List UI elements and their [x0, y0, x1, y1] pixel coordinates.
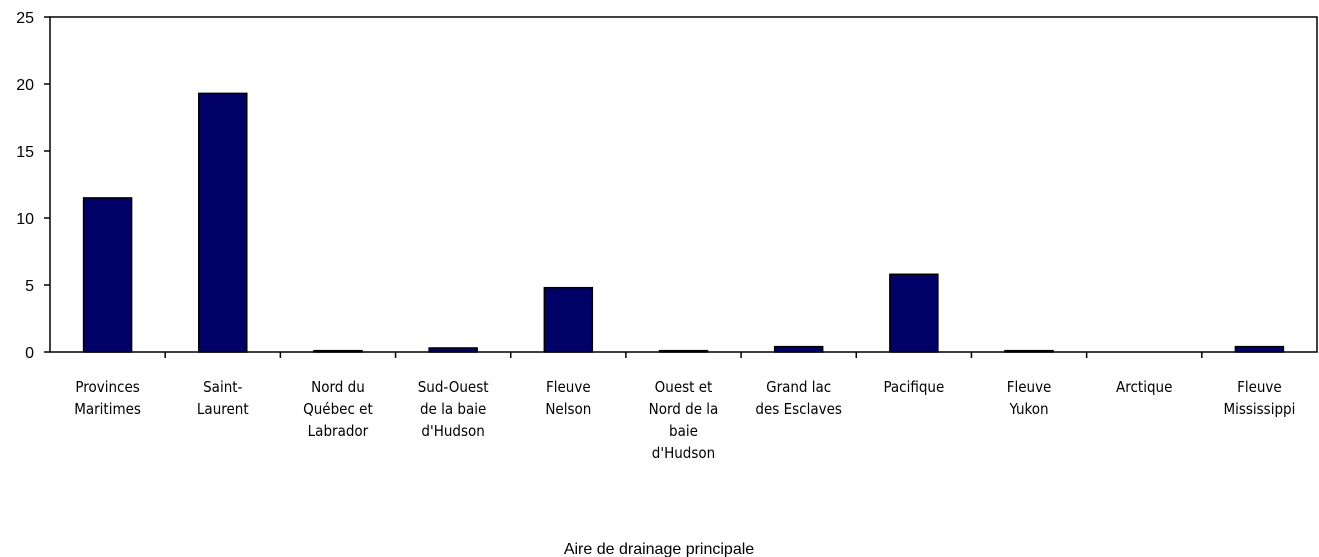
bar: [313, 349, 363, 353]
bar: [1004, 349, 1054, 353]
x-tick-label: Nord du Québec et Labrador: [303, 378, 373, 440]
x-tick-label: Provinces Maritimes: [74, 378, 141, 418]
y-tick-label: 20: [16, 77, 34, 94]
y-tick-label: 10: [16, 211, 34, 228]
x-tick-label-line: Fleuve: [1007, 378, 1052, 396]
bar: [773, 345, 824, 353]
x-tick-label: Arctique: [1116, 378, 1172, 396]
x-axis-title: Aire de drainage principale: [564, 541, 754, 557]
x-tick-label-line: Fleuve: [546, 378, 591, 396]
x-tick-label: Fleuve Yukon: [1007, 378, 1052, 418]
x-tick-label-line: Laurent: [197, 400, 249, 418]
x-tick-label-line: Nelson: [545, 400, 591, 418]
bar: [428, 347, 478, 353]
bar: [543, 286, 594, 353]
y-tick-label: 5: [25, 278, 34, 295]
x-tick-label: Fleuve Nelson: [545, 378, 591, 418]
x-tick-label-line: Grand lac: [766, 378, 831, 396]
x-tick-label-line: Saint-: [203, 378, 242, 396]
x-tick-label-line: Pacifique: [883, 378, 944, 396]
x-tick-label-line: Arctique: [1116, 378, 1172, 396]
bar: [82, 197, 133, 353]
x-tick-label: Ouest et Nord de la baie d'Hudson: [649, 378, 719, 462]
x-tick-label-line: Mississippi: [1223, 400, 1295, 418]
x-tick-label-line: de la baie: [420, 400, 486, 418]
x-tick-label-line: des Esclaves: [755, 400, 842, 418]
x-tick-label-line: Maritimes: [74, 400, 141, 418]
x-tick-label-line: Québec et: [303, 400, 373, 418]
bar: [198, 92, 248, 353]
x-tick-label-line: Yukon: [1008, 400, 1048, 418]
x-tick-label-line: Labrador: [308, 422, 369, 440]
x-tick-label-line: Provinces: [75, 378, 139, 396]
y-tick-label: 0: [25, 345, 34, 362]
y-tick-label: 25: [16, 10, 34, 27]
x-tick-label-line: d'Hudson: [652, 444, 715, 462]
x-tick-label-line: Sud-Ouest: [418, 378, 489, 396]
x-tick-label-line: Fleuve: [1237, 378, 1282, 396]
y-tick-label: 15: [16, 144, 34, 161]
x-tick-label: Grand lac des Esclaves: [755, 378, 842, 418]
bar: [889, 273, 939, 353]
x-tick-label: Fleuve Mississippi: [1223, 378, 1295, 418]
x-tick-label-line: Nord de la: [649, 400, 719, 418]
x-tick-label-line: d'Hudson: [421, 422, 484, 440]
x-tick-label: Saint- Laurent: [197, 378, 249, 418]
bar: [1234, 345, 1285, 353]
x-tick-label: Pacifique: [883, 378, 944, 396]
bar: [658, 349, 709, 353]
x-tick-label: Sud-Ouest de la baie d'Hudson: [418, 378, 489, 440]
x-tick-label-line: Nord du: [311, 378, 365, 396]
x-tick-label-line: baie: [669, 422, 698, 440]
x-tick-label-line: Ouest et: [655, 378, 713, 396]
